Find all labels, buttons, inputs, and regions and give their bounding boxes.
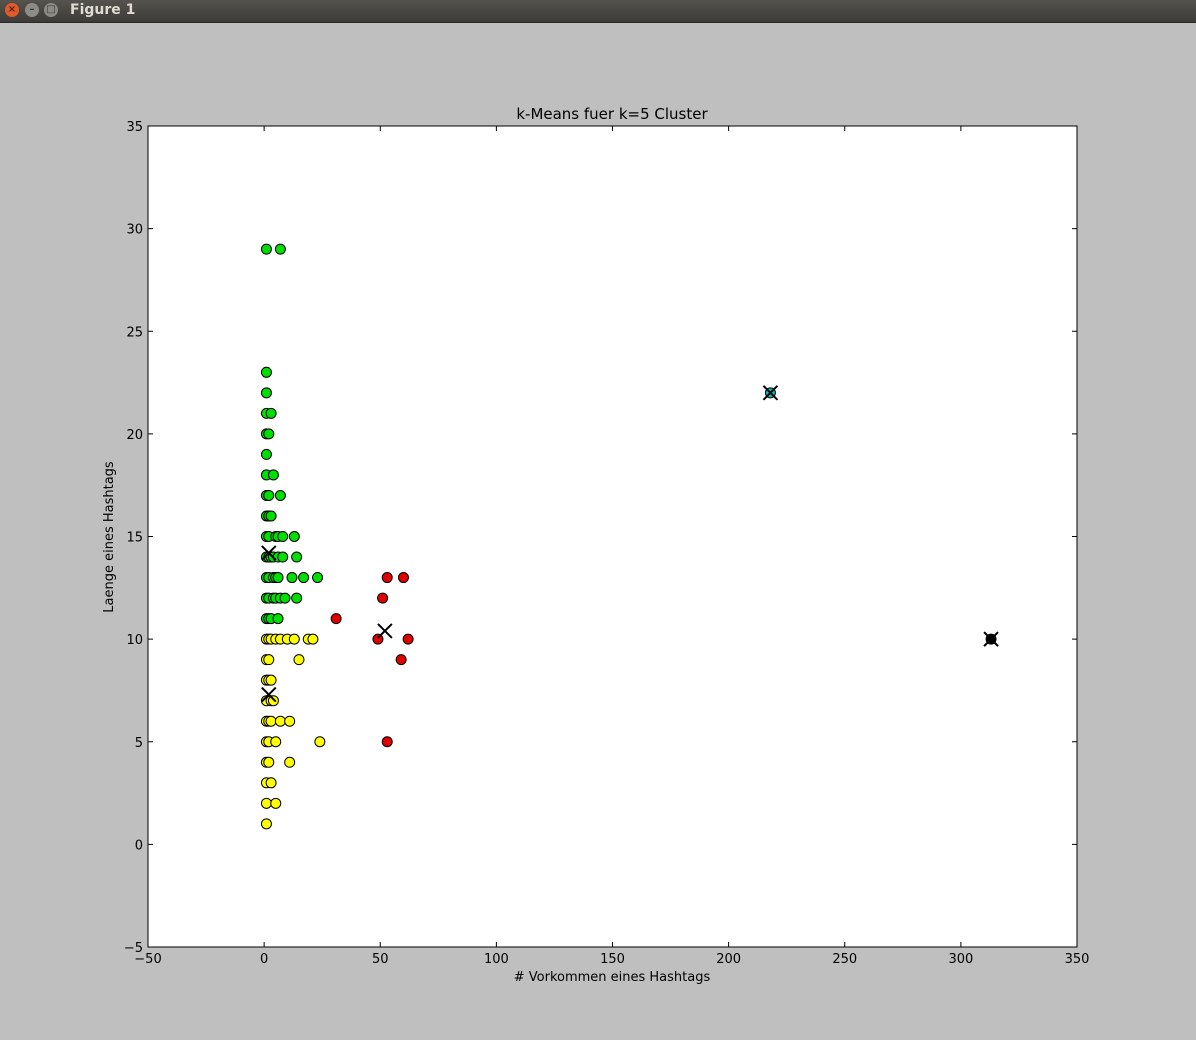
centroid-marker xyxy=(762,385,779,401)
data-point-yellow xyxy=(265,674,277,686)
data-point-yellow xyxy=(263,654,275,666)
centroid-marker xyxy=(261,686,277,703)
data-point-yellow xyxy=(270,797,282,809)
data-point-green xyxy=(260,387,272,399)
x-tick-label: 300 xyxy=(948,952,973,967)
data-point-red xyxy=(397,572,409,584)
data-point-green xyxy=(265,407,277,419)
y-tick-label: 20 xyxy=(126,428,143,443)
y-tick-label: 35 xyxy=(126,120,143,135)
data-point-yellow xyxy=(307,633,319,645)
y-tick-label: −5 xyxy=(124,941,143,956)
data-point-yellow xyxy=(267,695,279,707)
x-tick-label: −50 xyxy=(134,952,161,967)
data-point-yellow xyxy=(265,777,277,789)
data-point-green xyxy=(312,572,324,584)
y-tick-label: 30 xyxy=(126,223,143,238)
data-point-yellow xyxy=(260,797,272,809)
centroid-markers xyxy=(261,385,999,703)
centroid-marker xyxy=(983,631,999,647)
y-axis-label: Laenge eines Hashtags xyxy=(102,461,117,613)
data-point-green xyxy=(272,613,284,625)
data-point-green xyxy=(265,510,277,522)
data-point-green xyxy=(272,572,284,584)
data-point-yellow xyxy=(288,633,300,645)
x-tick-label: 50 xyxy=(372,952,389,967)
y-tick-label: 5 xyxy=(135,736,143,751)
data-point-yellow xyxy=(270,736,282,748)
x-tick-label: 100 xyxy=(484,952,509,967)
window-title: Figure 1 xyxy=(70,2,136,18)
y-tick-label: 10 xyxy=(126,633,143,648)
x-axis-label: # Vorkommen eines Hashtags xyxy=(514,970,711,985)
data-point-green xyxy=(260,448,272,460)
data-point-red xyxy=(377,592,389,604)
data-point-green xyxy=(277,531,289,542)
data-point-yellow xyxy=(260,818,272,830)
data-point-yellow xyxy=(314,736,326,748)
x-tick-label: 350 xyxy=(1065,952,1090,967)
plot-area xyxy=(147,125,1078,948)
data-point-green xyxy=(298,572,310,584)
data-point-yellow xyxy=(284,715,296,727)
data-point-green xyxy=(274,489,286,501)
data-point-red xyxy=(402,633,414,645)
data-point-green xyxy=(260,243,272,255)
data-point-red xyxy=(381,736,393,748)
x-tick-label: 150 xyxy=(600,952,625,967)
centroid-marker xyxy=(261,545,277,561)
y-tick-label: 15 xyxy=(126,531,143,546)
data-point-red xyxy=(395,654,407,666)
data-point-green xyxy=(286,572,298,584)
data-point-green xyxy=(274,243,286,255)
data-point-green xyxy=(277,551,289,563)
data-point-red xyxy=(330,613,342,625)
window-titlebar: × – □ Figure 1 xyxy=(0,0,1196,23)
data-point-green xyxy=(288,531,300,542)
data-point-red xyxy=(381,572,393,584)
minimize-icon[interactable]: – xyxy=(25,3,39,17)
close-icon[interactable]: × xyxy=(5,3,19,17)
data-point-green xyxy=(260,366,272,378)
data-point-yellow xyxy=(293,654,305,666)
x-tick-label: 200 xyxy=(716,952,741,967)
maximize-icon[interactable]: □ xyxy=(44,3,58,17)
data-point-green xyxy=(267,469,279,481)
y-tick-label: 0 xyxy=(135,838,143,853)
data-point-green xyxy=(279,592,291,604)
x-tick-label: 0 xyxy=(260,952,268,967)
data-point-yellow xyxy=(284,756,296,768)
y-tick-label: 25 xyxy=(126,325,143,340)
data-point-yellow xyxy=(263,756,275,768)
data-point-green xyxy=(263,428,275,440)
chart-title: k-Means fuer k=5 Cluster xyxy=(516,105,708,123)
data-point-yellow xyxy=(274,715,286,727)
data-point-green xyxy=(291,592,303,604)
data-point-green xyxy=(291,551,303,563)
centroid-marker xyxy=(377,623,393,639)
data-point-green xyxy=(263,489,275,501)
data-point-yellow xyxy=(265,715,277,727)
x-tick-label: 250 xyxy=(832,952,857,967)
